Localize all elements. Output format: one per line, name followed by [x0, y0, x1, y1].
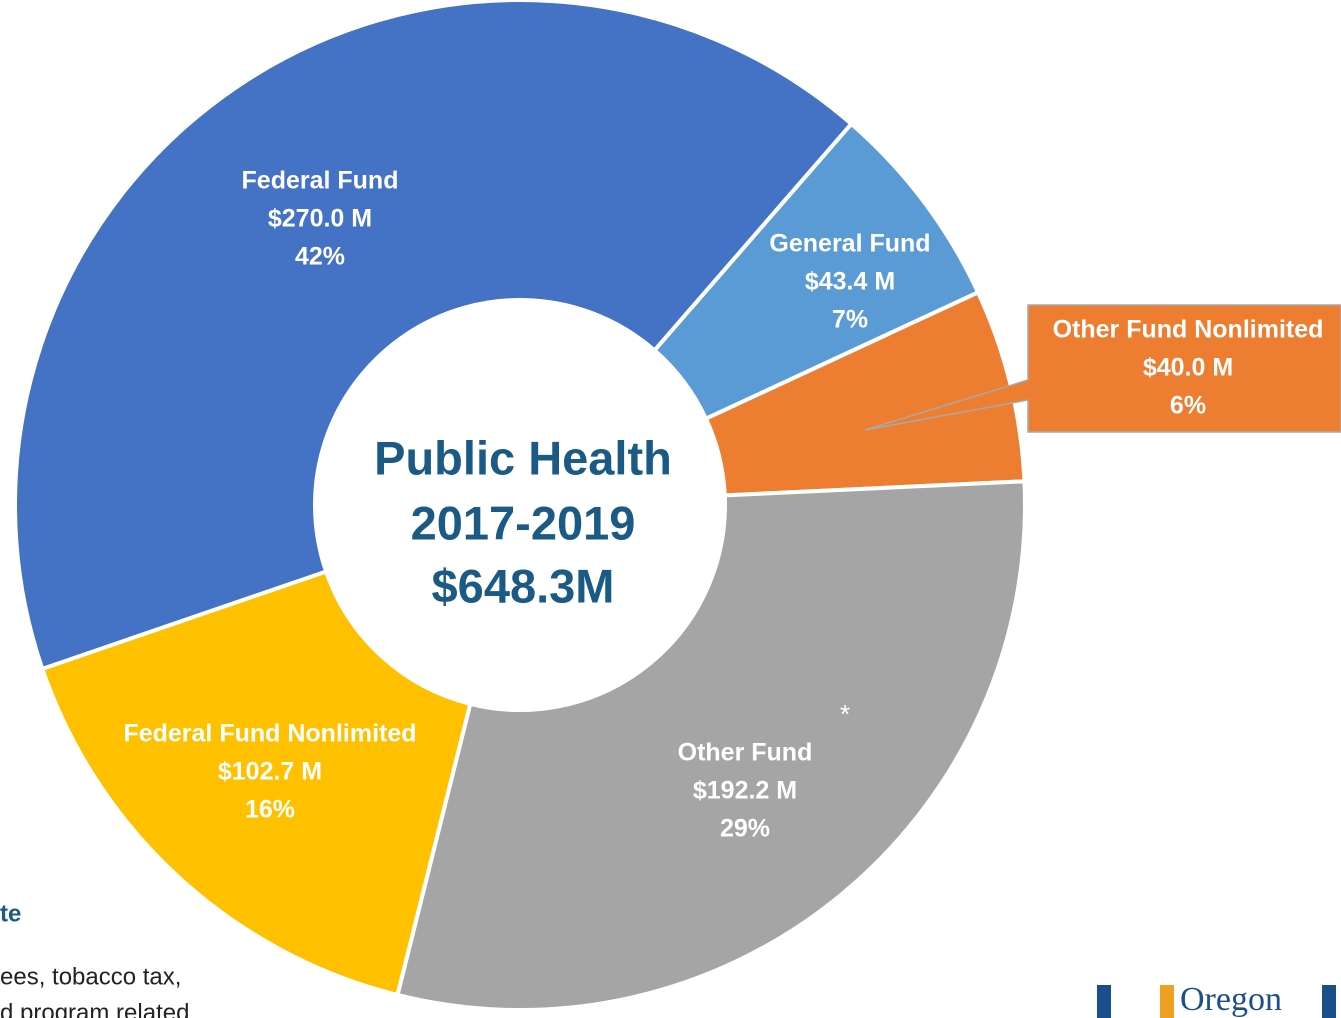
value-label: $40.0 M: [1143, 354, 1233, 382]
donut-hole: [317, 302, 723, 708]
segment-name: General Fund: [769, 230, 930, 258]
value-label: $192.2 M: [693, 777, 797, 805]
callout: [864, 304, 1341, 433]
segment-name: Federal Fund: [242, 167, 399, 195]
percent-label: 42%: [295, 243, 345, 271]
value-label: $43.4 M: [805, 268, 895, 296]
percent-label: 29%: [720, 815, 770, 843]
center-title: Public Health: [374, 431, 672, 484]
note-heading: te: [0, 900, 21, 927]
wedge: [395, 479, 1027, 1012]
segment-name: Federal Fund Nonlimited: [123, 720, 416, 748]
note-line: d program related: [0, 999, 189, 1018]
segment-name: Other Fund: [678, 739, 813, 767]
value-label: $102.7 M: [218, 758, 322, 786]
logo-bracket: [1160, 985, 1174, 1018]
center-total: $648.3M: [432, 559, 615, 612]
annotation: *: [840, 699, 850, 729]
percent-label: 6%: [1170, 392, 1206, 420]
logo-bracket: [1097, 985, 1111, 1018]
wedge: [13, 0, 855, 672]
percent-label: 16%: [245, 796, 295, 824]
value-label: $270.0 M: [268, 205, 372, 233]
segment-name: Other Fund Nonlimited: [1053, 316, 1324, 344]
wedge: [39, 568, 473, 998]
logo-bracket: [1322, 985, 1336, 1018]
logo: Oregon: [1180, 981, 1282, 1018]
percent-label: 7%: [832, 306, 868, 334]
center-period: 2017-2019: [411, 496, 636, 549]
note-line: ees, tobacco tax,: [0, 963, 181, 990]
